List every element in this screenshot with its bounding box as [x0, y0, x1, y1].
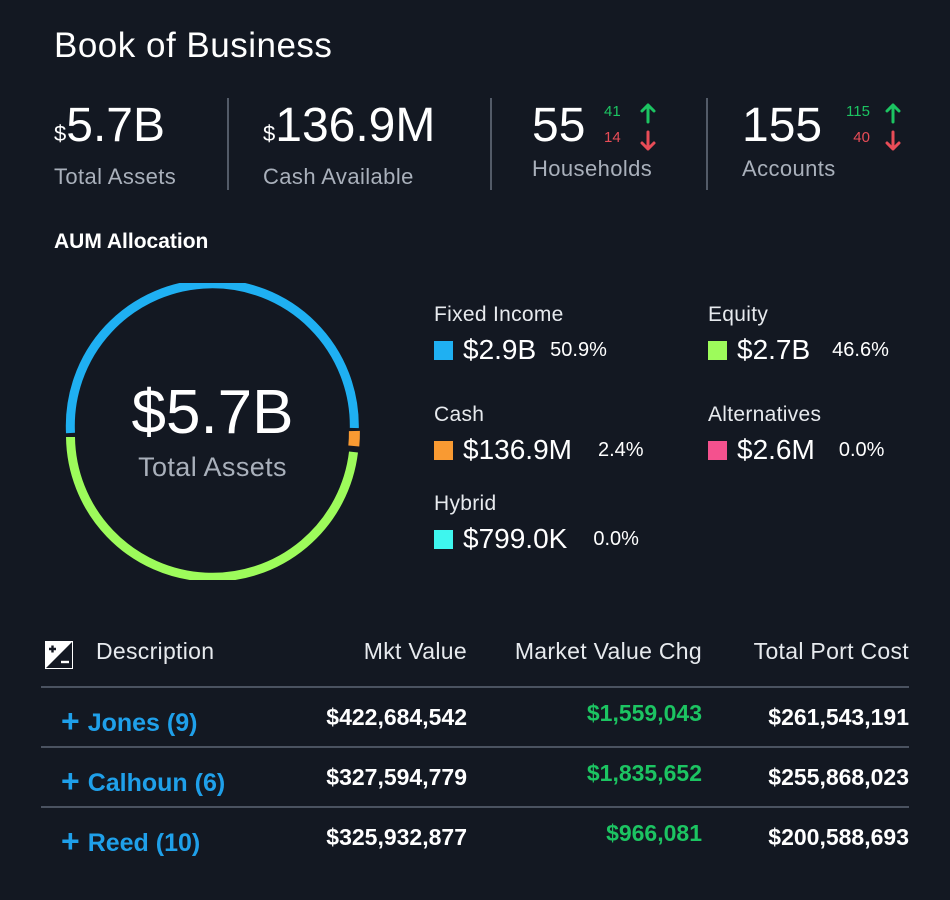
legend-percent: 2.4% [597, 438, 644, 461]
legend-amount: $799.0K [463, 523, 568, 554]
kpi-households: 55 Households [532, 100, 652, 190]
donut-segment-fixed-income [65, 283, 359, 434]
up-down-arrows-icon [640, 103, 656, 151]
cell-mkt-value: $327,594,779 [326, 764, 467, 790]
plus-minus-toggle-icon[interactable] [44, 640, 74, 670]
row-name: Calhoun (6) [87, 769, 226, 797]
cell-total-port-cost: $261,543,191 [768, 704, 909, 730]
donut-center-label: Total Assets [138, 452, 287, 482]
legend-swatch [434, 340, 453, 360]
plus-icon: + [61, 703, 80, 739]
kpi-cash-available: $136.9M Cash Available [263, 100, 435, 190]
cell-mkt-value: $422,684,542 [326, 704, 467, 730]
column-header-description[interactable]: Description [96, 638, 215, 664]
legend-swatch [708, 440, 727, 460]
table-row: + Reed (10) $325,932,877 $966,081 $200,58… [41, 808, 909, 868]
households-table: Description Mkt Value Market Value Chg T… [41, 630, 909, 868]
kpi-label: Cash Available [263, 164, 414, 189]
plus-icon: + [61, 763, 80, 799]
households-down-count: 14 [604, 129, 621, 146]
cell-total-port-cost: $255,868,023 [768, 764, 909, 790]
accounts-up-count: 115 [846, 103, 870, 120]
kpi-label: Accounts [742, 156, 836, 181]
column-header-market-value-chg[interactable]: Market Value Chg [514, 638, 702, 664]
cell-mkt-value: $325,932,877 [326, 824, 467, 850]
divider [490, 98, 492, 190]
kpi-total-assets: $5.7B Total Assets [54, 100, 176, 190]
kpi-value: 155 [742, 99, 823, 152]
aum-donut-chart [65, 283, 360, 580]
accounts-down-count: 40 [853, 129, 870, 146]
legend-label: Alternatives [708, 403, 822, 426]
expand-row-reed[interactable]: + Reed (10) [61, 822, 200, 859]
legend-equity: Equity $2.7B 46.6% [708, 303, 889, 365]
column-header-total-port-cost[interactable]: Total Port Cost [753, 638, 909, 664]
aum-allocation-title: AUM Allocation [54, 230, 209, 253]
legend-percent: 0.0% [838, 438, 885, 461]
cell-mkt-value-chg: $1,559,043 [586, 700, 702, 726]
cell-mkt-value-chg: $966,081 [606, 820, 702, 846]
legend-swatch [434, 529, 453, 549]
households-change: 41 14 [604, 103, 621, 147]
legend-amount: $2.9B [463, 334, 537, 365]
donut-center: $5.7B Total Assets [64, 283, 361, 580]
legend-fixed-income: Fixed Income $2.9B 50.9% [434, 303, 607, 365]
legend-percent: 0.0% [593, 527, 639, 550]
row-name: Jones (9) [87, 709, 198, 737]
kpi-value: 55 [532, 99, 586, 152]
kpi-label: Households [532, 156, 653, 181]
currency-symbol: $ [54, 121, 67, 146]
plus-icon: + [61, 823, 80, 859]
kpi-value: 136.9M [275, 99, 436, 152]
legend-cash: Cash $136.9M 2.4% [434, 403, 644, 465]
households-up-count: 41 [604, 103, 621, 120]
donut-center-value: $5.7B [131, 378, 294, 447]
legend-amount: $2.7B [737, 334, 811, 365]
legend-percent: 50.9% [550, 338, 607, 361]
kpi-label: Total Assets [54, 164, 177, 189]
currency-symbol: $ [263, 121, 276, 146]
divider [227, 98, 229, 190]
legend-label: Equity [708, 303, 769, 326]
kpi-value: 5.7B [66, 99, 165, 152]
legend-hybrid: Hybrid $799.0K 0.0% [434, 492, 639, 554]
legend-label: Cash [434, 403, 485, 426]
donut-segment-cash [348, 430, 360, 447]
legend-label: Hybrid [434, 492, 497, 515]
up-down-arrows-icon [885, 103, 901, 151]
cell-mkt-value-chg: $1,835,652 [586, 760, 702, 786]
table-row: + Jones (9) $422,684,542 $1,559,043 $261,… [41, 688, 909, 748]
legend-amount: $2.6M [737, 434, 815, 465]
legend-amount: $136.9M [463, 434, 572, 465]
table-header: Description Mkt Value Market Value Chg T… [41, 630, 909, 688]
expand-row-jones[interactable]: + Jones (9) [61, 702, 197, 739]
accounts-change: 115 40 [846, 103, 870, 147]
column-header-mkt-value[interactable]: Mkt Value [363, 638, 467, 664]
divider [706, 98, 708, 190]
legend-alternatives: Alternatives $2.6M 0.0% [708, 403, 884, 465]
cell-total-port-cost: $200,588,693 [768, 824, 909, 850]
page-title: Book of Business [54, 26, 333, 65]
legend-percent: 46.6% [832, 338, 889, 361]
legend-swatch [434, 440, 453, 460]
kpi-accounts: 155 Accounts [742, 100, 836, 190]
donut-segment-equity [66, 436, 358, 580]
legend-swatch [708, 340, 727, 360]
legend-label: Fixed Income [434, 303, 564, 326]
expand-row-calhoun[interactable]: + Calhoun (6) [61, 762, 225, 799]
table-row: + Calhoun (6) $327,594,779 $1,835,652 $25… [41, 748, 909, 808]
row-name: Reed (10) [87, 829, 201, 857]
